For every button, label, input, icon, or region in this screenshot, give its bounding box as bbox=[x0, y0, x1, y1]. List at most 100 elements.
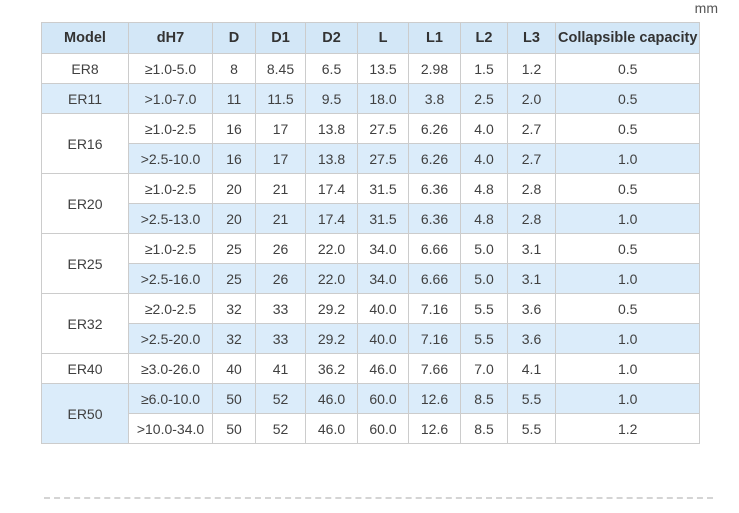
cell-d: 25 bbox=[212, 263, 256, 294]
cell-l3: 3.6 bbox=[507, 323, 556, 354]
cell-l: 34.0 bbox=[357, 263, 409, 294]
table-header-row: Model dH7 D D1 D2 L L1 L2 L3 Collapsible capacity bbox=[41, 22, 701, 54]
cell-l: 31.5 bbox=[357, 203, 409, 234]
cell-l3: 5.5 bbox=[507, 383, 556, 414]
cell-l: 34.0 bbox=[357, 233, 409, 264]
cell-collapsible-capacity: 1.2 bbox=[554, 413, 701, 444]
cell-d2: 22.0 bbox=[305, 263, 358, 294]
cell-dh7: >2.5-13.0 bbox=[128, 203, 213, 234]
cell-dh7: >2.5-10.0 bbox=[128, 143, 213, 174]
cell-l1: 3.8 bbox=[408, 83, 461, 114]
cell-l2: 4.8 bbox=[460, 203, 508, 234]
cell-d: 20 bbox=[212, 173, 256, 204]
model-cell: ER25 bbox=[41, 233, 129, 294]
cell-l2: 4.0 bbox=[460, 143, 508, 174]
cell-d1: 52 bbox=[255, 383, 306, 414]
cell-d1: 21 bbox=[255, 173, 306, 204]
cell-d1: 33 bbox=[255, 293, 306, 324]
cell-dh7: ≥1.0-2.5 bbox=[128, 113, 213, 144]
spec-table-body: ER8 ≥1.0-5.0 8 8.45 6.5 13.5 2.98 1.5 1.2 0.5 ER11… bbox=[41, 53, 701, 444]
cell-collapsible-capacity: 1.0 bbox=[554, 383, 701, 414]
table-row: ER50 ≥6.0-10.0 50 52 46.0 60.0 12.6 8.5 5.5 1.0 bbox=[41, 383, 701, 444]
cell-l: 46.0 bbox=[357, 353, 409, 384]
column-header-d1: D1 bbox=[255, 22, 306, 54]
model-cell: ER32 bbox=[41, 293, 129, 354]
cell-l3: 3.1 bbox=[507, 233, 556, 264]
cell-d2: 13.8 bbox=[305, 143, 358, 174]
cell-l: 13.5 bbox=[357, 53, 409, 84]
cell-l3: 3.6 bbox=[507, 293, 556, 324]
table-row: ER16 ≥1.0-2.5 16 17 13.8 27.5 6.26 4.0 2.7 0.5 bbox=[41, 113, 701, 174]
cell-collapsible-capacity: 1.0 bbox=[554, 323, 701, 354]
cell-l2: 4.8 bbox=[460, 173, 508, 204]
cell-l1: 6.26 bbox=[408, 143, 461, 174]
cell-d2: 29.2 bbox=[305, 293, 358, 324]
cell-dh7: >2.5-16.0 bbox=[128, 263, 213, 294]
cell-d: 16 bbox=[212, 113, 256, 144]
cell-dh7: >1.0-7.0 bbox=[128, 83, 213, 114]
cell-l2: 5.0 bbox=[460, 233, 508, 264]
cell-l1: 2.98 bbox=[408, 53, 461, 84]
cell-dh7: ≥2.0-2.5 bbox=[128, 293, 213, 324]
cell-l2: 1.5 bbox=[460, 53, 508, 84]
cell-d2: 9.5 bbox=[305, 83, 358, 114]
cell-l1: 7.66 bbox=[408, 353, 461, 384]
cell-l: 40.0 bbox=[357, 293, 409, 324]
table-row: ER8 ≥1.0-5.0 8 8.45 6.5 13.5 2.98 1.5 1.2 0.5 bbox=[41, 53, 701, 84]
cell-l2: 8.5 bbox=[460, 413, 508, 444]
cell-d: 40 bbox=[212, 353, 256, 384]
cell-d: 20 bbox=[212, 203, 256, 234]
unit-label: mm bbox=[694, 0, 718, 16]
cell-collapsible-capacity: 1.0 bbox=[554, 143, 701, 174]
table-row: ER25 ≥1.0-2.5 25 26 22.0 34.0 6.66 5.0 3.1 0.5 bbox=[41, 233, 701, 294]
cell-d: 50 bbox=[212, 383, 256, 414]
column-header-l1: L1 bbox=[408, 22, 461, 54]
cell-dh7: ≥6.0-10.0 bbox=[128, 383, 213, 414]
cell-l3: 2.0 bbox=[507, 83, 556, 114]
column-header-collapsible-capacity: Collapsible capacity bbox=[554, 22, 701, 54]
cell-l: 40.0 bbox=[357, 323, 409, 354]
column-header-l3: L3 bbox=[507, 22, 556, 54]
cell-dh7: ≥3.0-26.0 bbox=[128, 353, 213, 384]
cell-l3: 2.7 bbox=[507, 143, 556, 174]
cell-l3: 1.2 bbox=[507, 53, 556, 84]
cell-l: 27.5 bbox=[357, 143, 409, 174]
model-cell: ER8 bbox=[41, 53, 129, 84]
column-header-d: D bbox=[212, 22, 256, 54]
cell-d2: 46.0 bbox=[305, 413, 358, 444]
cell-l1: 6.66 bbox=[408, 263, 461, 294]
cell-l1: 12.6 bbox=[408, 383, 461, 414]
cell-d: 32 bbox=[212, 323, 256, 354]
table-row: ER32 ≥2.0-2.5 32 33 29.2 40.0 7.16 5.5 3.6 0.5 bbox=[41, 293, 701, 354]
cell-d1: 11.5 bbox=[255, 83, 306, 114]
cell-collapsible-capacity: 0.5 bbox=[554, 233, 701, 264]
cell-l3: 3.1 bbox=[507, 263, 556, 294]
cell-collapsible-capacity: 1.0 bbox=[554, 203, 701, 234]
cell-l2: 4.0 bbox=[460, 113, 508, 144]
cell-d: 11 bbox=[212, 83, 256, 114]
cell-l2: 7.0 bbox=[460, 353, 508, 384]
cell-l1: 7.16 bbox=[408, 293, 461, 324]
cell-d: 32 bbox=[212, 293, 256, 324]
cell-collapsible-capacity: 0.5 bbox=[554, 113, 701, 144]
cell-dh7: >2.5-20.0 bbox=[128, 323, 213, 354]
cell-d1: 17 bbox=[255, 143, 306, 174]
cell-l1: 6.36 bbox=[408, 203, 461, 234]
table-row: ER11 >1.0-7.0 11 11.5 9.5 18.0 3.8 2.5 2.0 0.5 bbox=[41, 83, 701, 114]
cell-l1: 6.36 bbox=[408, 173, 461, 204]
cell-l: 31.5 bbox=[357, 173, 409, 204]
cell-d2: 36.2 bbox=[305, 353, 358, 384]
cell-l3: 2.8 bbox=[507, 203, 556, 234]
table-row: >10.0-34.0 50 52 46.0 60.0 12.6 8.5 5.5 1.2 bbox=[42, 413, 701, 444]
cell-d2: 17.4 bbox=[305, 203, 358, 234]
cell-l1: 6.26 bbox=[408, 113, 461, 144]
model-cell: ER20 bbox=[41, 173, 129, 234]
cell-l2: 8.5 bbox=[460, 383, 508, 414]
cell-l2: 2.5 bbox=[460, 83, 508, 114]
cell-dh7: >10.0-34.0 bbox=[128, 413, 213, 444]
table-row: >2.5-20.0 32 33 29.2 40.0 7.16 5.5 3.6 1.0 bbox=[42, 323, 701, 354]
table-row: ER40 ≥3.0-26.0 40 41 36.2 46.0 7.66 7.0 4.1 1.0 bbox=[41, 353, 701, 384]
cell-collapsible-capacity: 0.5 bbox=[554, 293, 701, 324]
cell-d: 16 bbox=[212, 143, 256, 174]
cell-l1: 7.16 bbox=[408, 323, 461, 354]
